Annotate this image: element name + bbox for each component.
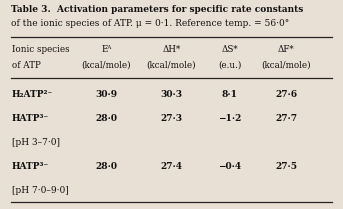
Text: 27·3: 27·3 xyxy=(161,114,182,123)
Text: (e.u.): (e.u.) xyxy=(218,61,241,70)
Text: 28·0: 28·0 xyxy=(95,162,117,171)
Text: [pH 3–7·0]: [pH 3–7·0] xyxy=(12,138,60,147)
Text: Ionic species: Ionic species xyxy=(12,45,70,54)
Text: 8·1: 8·1 xyxy=(222,90,238,99)
Text: 27·5: 27·5 xyxy=(275,162,297,171)
Text: 30·9: 30·9 xyxy=(95,90,117,99)
Text: of the ionic species of ATP. μ = 0·1. Reference temp. = 56·0°: of the ionic species of ATP. μ = 0·1. Re… xyxy=(11,19,289,28)
Text: 27·4: 27·4 xyxy=(161,162,182,171)
Text: ΔF*: ΔF* xyxy=(278,45,295,54)
Text: (kcal/mole): (kcal/mole) xyxy=(82,61,131,70)
Text: H₂ATP²⁻: H₂ATP²⁻ xyxy=(12,90,53,99)
Text: ΔH*: ΔH* xyxy=(162,45,181,54)
Text: ΔS*: ΔS* xyxy=(222,45,238,54)
Text: HATP³⁻: HATP³⁻ xyxy=(12,162,49,171)
Text: 30·3: 30·3 xyxy=(161,90,182,99)
Text: 27·7: 27·7 xyxy=(275,114,297,123)
Text: 27·6: 27·6 xyxy=(275,90,297,99)
Text: HATP³⁻: HATP³⁻ xyxy=(12,114,49,123)
Text: of ATP: of ATP xyxy=(12,61,41,70)
Text: Table 3.  Activation parameters for specific rate constants: Table 3. Activation parameters for speci… xyxy=(11,5,304,14)
Text: −0·4: −0·4 xyxy=(218,162,241,171)
Text: (kcal/mole): (kcal/mole) xyxy=(147,61,196,70)
Text: [pH 7·0–9·0]: [pH 7·0–9·0] xyxy=(12,186,69,195)
Text: −1·2: −1·2 xyxy=(218,114,241,123)
Text: (kcal/mole): (kcal/mole) xyxy=(262,61,311,70)
Text: 28·0: 28·0 xyxy=(95,114,117,123)
Text: Eᴬ: Eᴬ xyxy=(101,45,111,54)
